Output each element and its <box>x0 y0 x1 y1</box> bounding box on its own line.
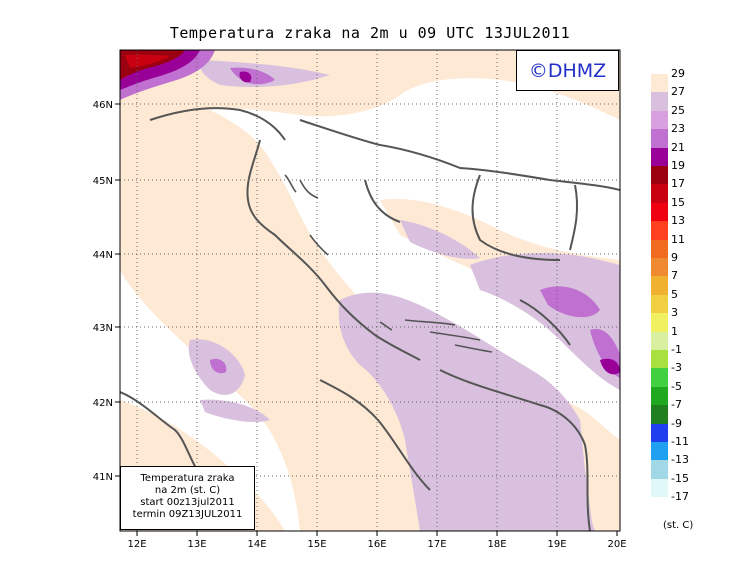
legend-swatch <box>651 258 668 277</box>
legend-label: 7 <box>671 269 678 283</box>
legend-label: -11 <box>671 435 689 448</box>
lat-label-42n: 42N <box>93 398 113 409</box>
legend-label: -5 <box>671 379 682 393</box>
lon-label-19e: 19E <box>547 539 566 550</box>
info-line-termin: termin 09Z13JUL2011 <box>132 509 243 520</box>
legend-label: 19 <box>671 159 685 172</box>
legend-swatch <box>651 221 668 240</box>
temperature-hot-spot <box>120 50 215 100</box>
legend-swatch <box>651 147 668 166</box>
legend-swatch <box>651 184 668 203</box>
lat-label-46n: 46N <box>93 100 113 111</box>
legend-label: -13 <box>671 453 689 467</box>
legend-label: 11 <box>671 232 685 246</box>
info-line-variable: Temperatura zraka <box>140 473 235 484</box>
legend-label: -3 <box>671 361 682 375</box>
info-line-units: na 2m (st. C) <box>154 485 221 496</box>
graticule <box>120 50 620 531</box>
legend-label: 5 <box>671 287 678 301</box>
lon-label-20e: 20E <box>607 539 626 550</box>
lat-label-44n: 44N <box>93 250 113 261</box>
legend-swatch <box>651 405 668 424</box>
legend-swatch <box>651 313 668 332</box>
legend-swatch <box>651 368 668 387</box>
legend-swatch <box>651 202 668 222</box>
legend-swatch <box>651 331 668 350</box>
legend-label: -15 <box>671 471 689 485</box>
legend-swatch <box>651 294 668 314</box>
legend-label: 27 <box>671 85 685 99</box>
legend-swatch <box>651 386 668 406</box>
map-title: Temperatura zraka na 2m u 09 UTC 13JUL20… <box>169 24 571 42</box>
temperature-21-23-areas <box>239 71 620 375</box>
legend-label: -7 <box>671 398 682 412</box>
legend-label: 17 <box>671 177 685 191</box>
info-box: Temperatura zraka na 2m (st. C) start 00… <box>120 466 255 530</box>
legend-label: 9 <box>671 251 678 264</box>
islands <box>284 174 493 353</box>
legend-swatch <box>651 276 668 295</box>
lat-label-43n: 43N <box>93 323 113 334</box>
lon-label-18e: 18E <box>487 539 506 550</box>
lon-label-14e: 14E <box>247 539 266 550</box>
map-frame <box>119 49 621 532</box>
legend-label: 21 <box>671 140 685 154</box>
legend-swatch <box>651 350 668 369</box>
legend-swatch <box>651 239 668 258</box>
legend-label: -1 <box>671 343 682 356</box>
legend-label: 13 <box>671 214 685 228</box>
lon-label-13e: 13E <box>187 539 206 550</box>
legend-label: 29 <box>671 67 685 80</box>
lon-label-16e: 16E <box>367 539 386 550</box>
lon-label-15e: 15E <box>307 539 326 550</box>
info-line-start: start 00z13jul2011 <box>140 497 235 508</box>
legend-swatch <box>651 166 668 185</box>
legend-swatch <box>651 129 668 148</box>
lon-label-17e: 17E <box>427 539 446 550</box>
legend-label: 1 <box>671 324 678 338</box>
legend-swatch <box>651 460 668 479</box>
legend-units: (st. C) <box>663 520 694 531</box>
legend-swatch <box>651 478 668 498</box>
legend-swatch <box>651 110 668 130</box>
legend-swatch <box>651 423 668 442</box>
legend-label: -17 <box>671 490 689 504</box>
lon-label-12e: 12E <box>127 539 146 550</box>
dhmz-watermark: ©DHMZ <box>516 50 619 91</box>
legend-label: 15 <box>671 195 685 209</box>
legend-swatch <box>651 442 668 461</box>
lat-label-45n: 45N <box>93 176 113 187</box>
legend-label: 3 <box>671 306 678 320</box>
legend-label: 23 <box>671 122 685 136</box>
legend-label: 25 <box>671 103 685 117</box>
lat-label-41n: 41N <box>93 472 113 483</box>
legend-swatch <box>651 74 668 93</box>
legend-label: -9 <box>671 416 682 430</box>
tick-marks <box>115 103 618 536</box>
legend-swatch <box>651 92 668 111</box>
